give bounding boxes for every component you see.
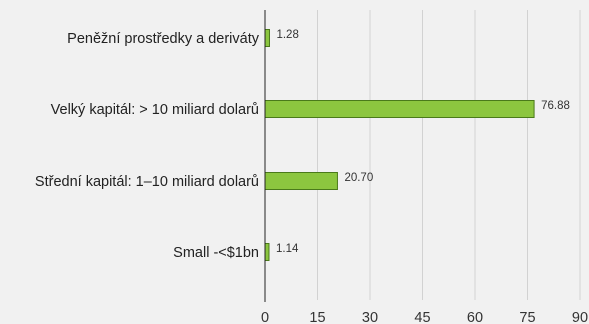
x-tick-label: 75 [519,310,535,324]
bars [264,29,535,261]
value-label: 1.14 [276,243,299,255]
value-label: 1.28 [276,29,298,41]
bar-0 [264,29,270,47]
x-tick-label: 60 [467,310,483,324]
gridlines [317,10,581,300]
value-label: 76.88 [541,100,570,112]
bar-3 [264,243,270,261]
labels: 0 15 30 45 60 75 90 Peněžní prostředky a derivá… [35,29,588,324]
category-label: Peněžní prostředky a deriváty [67,31,260,47]
value-label: 20.70 [344,172,373,184]
x-tick-label: 45 [414,310,430,324]
bar-1 [264,100,535,118]
category-label: Small -<$1bn [173,245,259,261]
x-tick-label: 30 [362,310,378,324]
bar-2 [264,172,338,190]
x-tick-label: 15 [309,310,325,324]
category-label: Velký kapitál: > 10 miliard dolarů [51,102,259,118]
x-tick-label: 0 [261,310,269,324]
category-label: Střední kapitál: 1–10 miliard dolarů [35,174,259,190]
x-tick-label: 90 [572,310,588,324]
